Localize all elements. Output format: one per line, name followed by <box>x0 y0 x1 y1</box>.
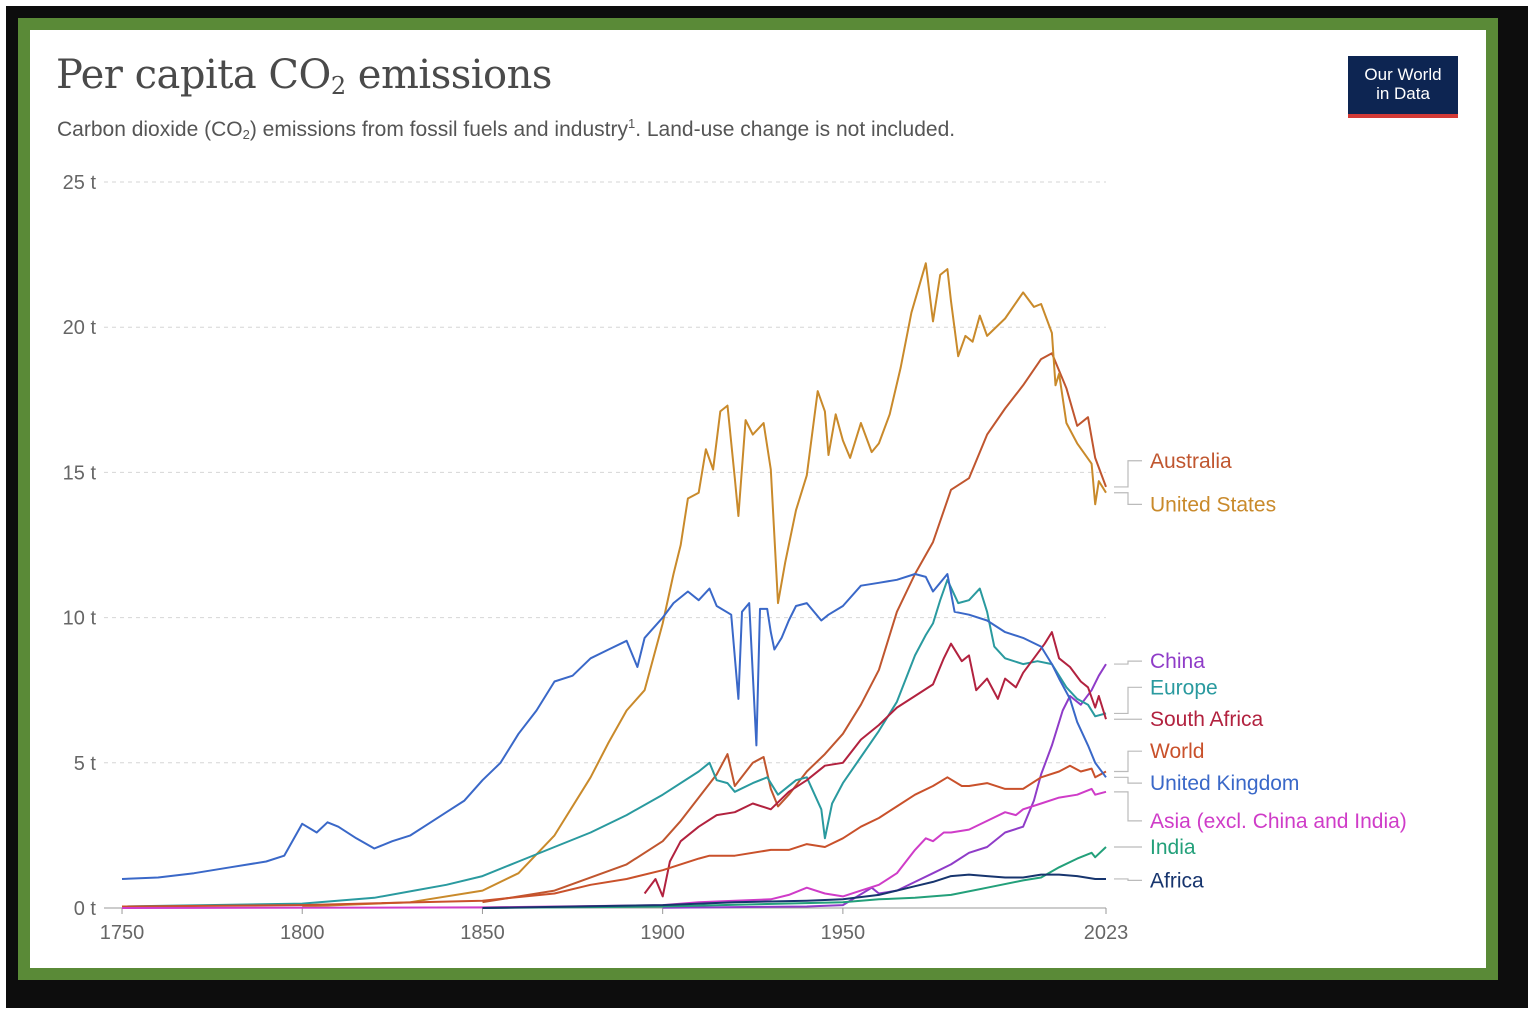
series-label-india[interactable]: India <box>1150 836 1196 859</box>
chart-subtitle: Carbon dioxide (CO2) emissions from foss… <box>57 116 955 142</box>
series-line-united-states[interactable] <box>302 262 1107 908</box>
series-label-africa[interactable]: Africa <box>1150 869 1204 892</box>
series-label-united-states[interactable]: United States <box>1150 493 1276 516</box>
series-label-china[interactable]: China <box>1150 650 1205 673</box>
series-line-europe[interactable] <box>121 578 1107 908</box>
series-line-world[interactable] <box>121 764 1107 908</box>
series-connector <box>1114 492 1142 505</box>
y-tick-label: 15 t <box>63 462 97 484</box>
series-connector <box>1114 878 1142 882</box>
title-text: Per capita CO <box>56 52 331 98</box>
y-tick-label: 5 t <box>74 753 97 775</box>
series-connector <box>1114 750 1142 773</box>
x-tick-label: 1900 <box>640 922 685 944</box>
x-tick-label: 1800 <box>280 922 325 944</box>
logo-line-2: in Data <box>1376 84 1430 103</box>
series-line-china[interactable] <box>662 663 1107 909</box>
subtitle-subscript: 2 <box>242 127 250 142</box>
y-tick-label: 0 t <box>74 898 97 920</box>
series-connector <box>1114 791 1142 822</box>
subtitle-part-b: ) emissions from fossil fuels and indust… <box>249 118 628 141</box>
chart-title: Per capita CO2 emissions <box>56 52 552 100</box>
y-tick-label: 10 t <box>63 608 97 630</box>
series-line-africa[interactable] <box>482 873 1107 909</box>
series-connector <box>1114 776 1142 784</box>
series-line-united-kingdom[interactable] <box>121 573 1107 880</box>
title-subscript: 2 <box>330 72 346 100</box>
x-tick-label: 1850 <box>460 922 505 944</box>
owid-logo[interactable]: Our World in Data <box>1348 56 1458 118</box>
series-label-united-kingdom[interactable]: United Kingdom <box>1150 772 1299 795</box>
series-label-world[interactable]: World <box>1150 740 1204 763</box>
logo-line-1: Our World <box>1364 65 1442 84</box>
series-connector <box>1114 686 1142 715</box>
x-tick-label: 1750 <box>100 922 145 944</box>
subtitle-part-a: Carbon dioxide (CO <box>57 118 243 141</box>
series-label-asia-excl-china-and-india-[interactable]: Asia (excl. China and India) <box>1150 810 1407 833</box>
series-line-australia[interactable] <box>482 352 1107 904</box>
series-label-south-africa[interactable]: South Africa <box>1150 708 1264 731</box>
subtitle-part-c: . Land-use change is not included. <box>635 118 956 141</box>
chart-panel <box>30 30 1486 968</box>
series-label-europe[interactable]: Europe <box>1150 676 1218 699</box>
series-connector <box>1114 660 1142 665</box>
y-tick-label: 25 t <box>63 172 97 194</box>
x-tick-label: 1950 <box>821 922 866 944</box>
series-connector <box>1114 460 1142 488</box>
series-line-india[interactable] <box>482 846 1107 909</box>
series-line-asia-excl-china-and-india-[interactable] <box>121 787 1107 909</box>
x-tick-label: 2023 <box>1084 922 1129 944</box>
title-tail: emissions <box>345 52 553 98</box>
series-line-south-africa[interactable] <box>643 631 1107 898</box>
subtitle-footnote-mark[interactable]: 1 <box>627 116 636 131</box>
series-label-australia[interactable]: Australia <box>1150 450 1232 473</box>
y-tick-label: 20 t <box>63 317 97 339</box>
